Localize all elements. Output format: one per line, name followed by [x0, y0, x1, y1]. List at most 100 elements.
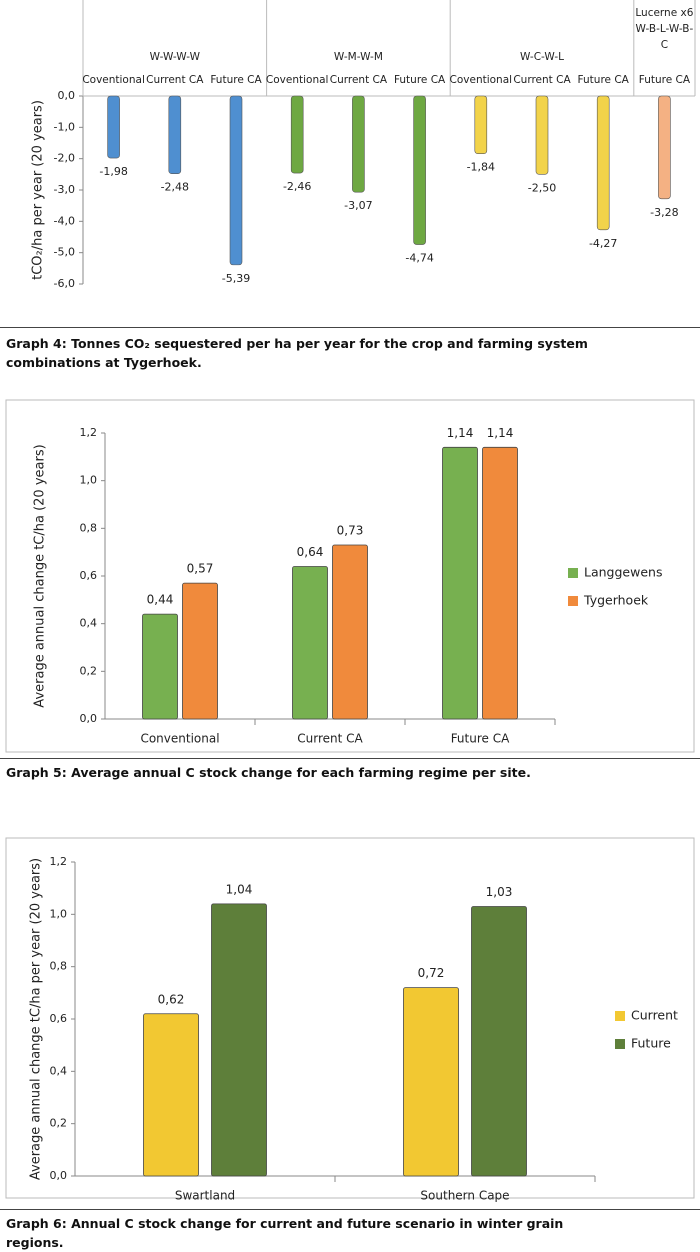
bar	[474, 95, 488, 154]
y-tick-label: 1,0	[50, 907, 68, 920]
rule	[0, 327, 700, 328]
bar	[107, 95, 120, 159]
value-label: -1,84	[467, 161, 495, 174]
bar	[482, 446, 518, 720]
legend-label: Current	[631, 1008, 678, 1023]
category-label: Future CA	[394, 74, 446, 86]
category-label: Coventional	[266, 74, 329, 86]
category-label: Future CA	[210, 74, 262, 86]
value-label: 1,04	[226, 882, 253, 896]
x-tick-label: Future CA	[451, 732, 510, 746]
y-axis-label: Average annual change tC/ha (20 years)	[33, 444, 48, 707]
bar	[658, 95, 671, 200]
caption: Graph 5: Average annual C stock change f…	[6, 765, 531, 780]
y-tick-label: 1,0	[80, 474, 98, 487]
bar	[535, 95, 549, 175]
y-tick-label: -6,0	[54, 277, 75, 290]
value-label: 1,14	[487, 426, 514, 440]
group-label: W-W-W-W	[150, 51, 201, 63]
bar	[182, 582, 218, 720]
category-label: Current CA	[146, 74, 204, 86]
y-tick-label: 0,4	[80, 617, 98, 630]
value-label: 1,03	[486, 885, 513, 899]
bar	[211, 903, 267, 1177]
caption: Graph 4: Tonnes CO₂ sequestered per ha p…	[6, 336, 588, 370]
bar	[229, 95, 243, 266]
y-tick-label: -3,0	[54, 183, 75, 196]
y-tick-label: 0,0	[58, 89, 76, 102]
x-tick-label: Swartland	[175, 1189, 235, 1203]
rule	[0, 1209, 700, 1210]
x-tick-label: Southern Cape	[420, 1189, 509, 1203]
value-label: -3,07	[344, 199, 372, 212]
value-label: 1,14	[447, 426, 474, 440]
legend-swatch	[615, 1011, 625, 1021]
y-axis-label: Average annual change tC/ha per year (20…	[29, 858, 44, 1180]
y-tick-label: 0,0	[80, 712, 98, 725]
y-tick-label: 0,8	[80, 521, 98, 534]
y-tick-label: -5,0	[54, 246, 75, 259]
y-tick-label: -2,0	[54, 152, 75, 165]
value-label: -5,39	[222, 272, 250, 285]
rule	[0, 758, 700, 759]
y-tick-label: 0,2	[50, 1117, 68, 1130]
x-tick-label: Conventional	[140, 732, 219, 746]
bar	[143, 1013, 199, 1177]
y-tick-label: 0,6	[50, 1012, 68, 1025]
category-label: Coventional	[450, 74, 513, 86]
bar	[352, 95, 365, 193]
legend-swatch	[615, 1039, 625, 1049]
chart-frame	[5, 837, 695, 1199]
legend-swatch	[568, 568, 578, 578]
bar	[413, 95, 426, 245]
bar	[403, 987, 459, 1177]
legend-label: Langgewens	[584, 565, 662, 580]
group-label: W-B-L-W-B-	[636, 23, 694, 35]
value-label: -3,28	[650, 206, 678, 219]
caption: Graph 6: Annual C stock change for curre…	[6, 1216, 564, 1250]
category-label: Current CA	[513, 74, 571, 86]
category-label: Future CA	[578, 74, 630, 86]
bar	[168, 95, 182, 175]
category-label: Future CA	[639, 74, 691, 86]
bar	[442, 446, 478, 720]
x-tick-label: Current CA	[297, 732, 363, 746]
y-tick-label: 0,6	[80, 569, 98, 582]
category-label: Coventional	[82, 74, 145, 86]
y-tick-label: 1,2	[50, 855, 68, 868]
y-tick-label: 0,0	[50, 1169, 68, 1182]
group-label: W-M-W-M	[334, 51, 383, 63]
y-tick-label: -4,0	[54, 214, 75, 227]
legend-label: Future	[631, 1036, 671, 1051]
bar	[332, 544, 368, 720]
chart-frame	[5, 399, 695, 753]
bar	[292, 566, 328, 720]
value-label: 0,62	[158, 992, 185, 1006]
value-label: 0,72	[418, 966, 445, 980]
value-label: 0,64	[297, 545, 324, 559]
bar	[596, 95, 610, 231]
y-tick-label: 0,8	[50, 960, 68, 973]
value-label: -2,46	[283, 180, 311, 193]
group-label: Lucerne x6	[635, 7, 693, 19]
bar	[142, 613, 178, 720]
bar	[290, 95, 304, 174]
value-label: -4,74	[405, 252, 433, 265]
y-tick-label: 0,2	[80, 664, 98, 677]
legend-swatch	[568, 596, 578, 606]
value-label: 0,73	[337, 524, 364, 538]
y-axis-label: tCO₂/ha per year (20 years)	[31, 100, 46, 280]
value-label: -1,98	[99, 165, 127, 178]
legend-label: Tygerhoek	[583, 593, 649, 608]
category-label: Current CA	[330, 74, 388, 86]
value-label: 0,44	[147, 593, 174, 607]
y-tick-label: 0,4	[50, 1064, 68, 1077]
y-tick-label: 1,2	[80, 426, 98, 439]
group-label: C	[661, 39, 668, 51]
group-label: W-C-W-L	[520, 51, 564, 63]
value-label: -2,50	[528, 181, 556, 194]
value-label: -4,27	[589, 237, 617, 250]
value-label: -2,48	[161, 181, 189, 194]
